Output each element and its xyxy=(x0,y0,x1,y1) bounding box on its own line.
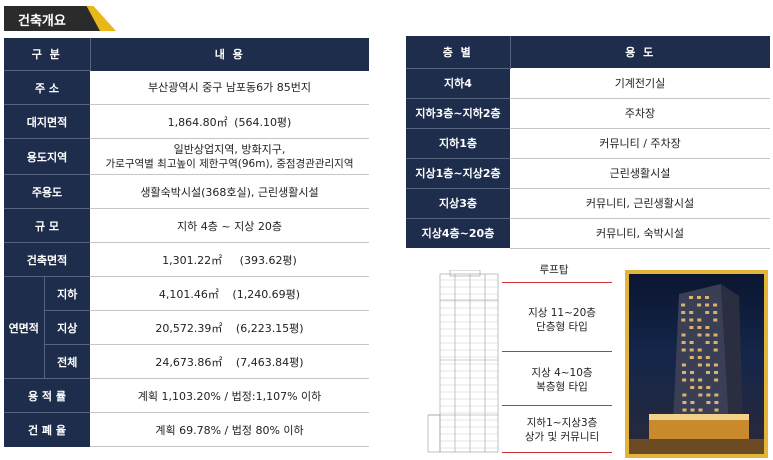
table-row: 건축면적 1,301.22㎡ (393.62평) xyxy=(4,242,370,277)
row-value: 생활숙박시설(368호실), 근린생활시설 xyxy=(90,174,370,209)
callout-zone-middle: 지상 4~10층 복층형 타입 xyxy=(512,366,612,394)
table-row: 전체 24,673.86㎡ (7,463.84평) xyxy=(4,344,370,379)
header-floor: 층 별 xyxy=(406,36,510,68)
value-line-2: 가로구역별 최고높이 제한구역(96m), 중점경관관리지역 xyxy=(105,157,354,170)
gfa-label: 연면적 xyxy=(4,276,44,379)
table-row: 지하4 기계전기실 xyxy=(406,67,770,99)
floor-label: 지하3층~지하2층 xyxy=(406,97,510,128)
row-value: 1,301.22㎡ (393.62평) xyxy=(90,242,370,277)
section-title: 건축개요 xyxy=(18,14,66,29)
row-value: 4,101.46㎡ (1,240.69평) xyxy=(90,276,370,311)
gfa-sub-label: 전체 xyxy=(43,344,91,379)
overview-table: 구 분 내 용 주 소 부산광역시 중구 남포동6가 85번지 대지면적 1,8… xyxy=(4,38,370,447)
overview-header-row: 구 분 내 용 xyxy=(4,38,370,71)
building-elevation-drawing xyxy=(427,270,499,453)
row-label: 용 적 률 xyxy=(4,378,91,413)
callout-rooftop: 루프탑 xyxy=(539,264,569,276)
value-area-sqm: 24,673.86㎡ xyxy=(155,355,223,369)
floor-label: 지상1층~지상2층 xyxy=(406,157,510,188)
gfa-sub-label: 지상 xyxy=(43,310,91,345)
leader-line xyxy=(502,405,612,406)
row-value: 지하 4층 ~ 지상 20층 xyxy=(90,208,370,243)
leader-line xyxy=(502,452,612,453)
header-category: 구 분 xyxy=(4,38,91,71)
building-section-diagram: 루프탑 지상 11~20층 단층형 타입 지상 4~10층 복층형 타입 지하1… xyxy=(412,262,612,457)
floor-label: 지하1층 xyxy=(406,127,510,158)
value-area-pyeong: (6,223.15평) xyxy=(235,321,304,335)
table-row: 용 적 률 계획 1,103.20% / 법정:1,107% 이하 xyxy=(4,378,370,413)
leader-line xyxy=(502,351,612,352)
row-label: 건축면적 xyxy=(4,242,91,277)
floor-use: 기계전기실 xyxy=(510,68,770,99)
row-value: 1,864.80㎡ (564.10평) xyxy=(90,104,370,139)
floor-header-row: 층 별 용 도 xyxy=(406,36,770,68)
floor-use: 커뮤니티, 근린생활시설 xyxy=(510,188,770,219)
row-value: 계획 1,103.20% / 법정:1,107% 이하 xyxy=(90,378,370,413)
floor-label: 지상3층 xyxy=(406,187,510,218)
floor-label: 지하4 xyxy=(406,67,510,98)
callout-zone-lower: 지하1~지상3층 상가 및 커뮤니티 xyxy=(512,416,612,444)
table-row: 지상3층 커뮤니티, 근린생활시설 xyxy=(406,187,770,219)
row-label: 건 폐 율 xyxy=(4,412,91,447)
table-row: 주 소 부산광역시 중구 남포동6가 85번지 xyxy=(4,70,370,105)
table-row: 지상 20,572.39㎡ (6,223.15평) xyxy=(4,310,370,345)
header-content: 내 용 xyxy=(89,38,370,71)
callout-zone-middle-type: 복층형 타입 xyxy=(536,381,588,393)
row-value: 계획 69.78% / 법정 80% 이하 xyxy=(90,412,370,447)
callout-zone-upper-type: 단층형 타입 xyxy=(536,321,588,333)
tower-night-illustration xyxy=(629,284,764,454)
table-row: 지상1층~지상2층 근린생활시설 xyxy=(406,157,770,189)
row-label: 주용도 xyxy=(4,174,91,209)
floor-use: 커뮤니티, 숙박시설 xyxy=(510,218,770,249)
floor-label: 지상4층~20층 xyxy=(406,217,510,248)
floor-use: 근린생활시설 xyxy=(510,158,770,189)
building-rendering-photo xyxy=(625,270,768,458)
table-row: 지하1층 커뮤니티 / 주차장 xyxy=(406,127,770,159)
value-area-sqm: 20,572.39㎡ xyxy=(155,321,223,335)
gfa-sub-label: 지하 xyxy=(43,276,91,311)
value-area-sqm: 1,301.22㎡ xyxy=(162,253,223,267)
table-row: 지하3층~지하2층 주차장 xyxy=(406,97,770,129)
table-row: 지상4층~20층 커뮤니티, 숙박시설 xyxy=(406,217,770,249)
callout-zone-lower-type: 상가 및 커뮤니티 xyxy=(524,431,600,443)
row-value: 부산광역시 중구 남포동6가 85번지 xyxy=(90,70,370,105)
floor-use: 주차장 xyxy=(510,98,770,129)
section-title-tab: 건축개요 xyxy=(4,6,116,31)
value-area-pyeong: (393.62평) xyxy=(239,253,297,267)
tab-background xyxy=(4,6,100,31)
row-value: 24,673.86㎡ (7,463.84평) xyxy=(90,344,370,379)
callout-zone-upper-floors: 지상 11~20층 xyxy=(528,307,596,319)
table-row: 대지면적 1,864.80㎡ (564.10평) xyxy=(4,104,370,139)
callout-zone-lower-floors: 지하1~지상3층 xyxy=(526,417,598,429)
value-area-pyeong: (7,463.84평) xyxy=(235,355,304,369)
floor-use: 커뮤니티 / 주차장 xyxy=(510,128,770,159)
table-row: 용도지역 일반상업지역, 방화지구, 가로구역별 최고높이 제한구역(96m),… xyxy=(4,138,370,175)
value-line-1: 일반상업지역, 방화지구, xyxy=(173,142,286,156)
row-value: 20,572.39㎡ (6,223.15평) xyxy=(90,310,370,345)
leader-line xyxy=(502,282,612,283)
row-label: 대지면적 xyxy=(4,104,91,139)
table-row: 규 모 지하 4층 ~ 지상 20층 xyxy=(4,208,370,243)
value-area-pyeong: (564.10평) xyxy=(234,115,292,129)
row-label: 용도지역 xyxy=(4,138,91,175)
table-row: 주용도 생활숙박시설(368호실), 근린생활시설 xyxy=(4,174,370,209)
row-label: 주 소 xyxy=(4,70,91,105)
value-area-sqm: 4,101.46㎡ xyxy=(158,287,219,301)
callout-zone-upper: 지상 11~20층 단층형 타입 xyxy=(512,306,612,334)
floor-usage-table: 층 별 용 도 지하4 기계전기실 지하3층~지하2층 주차장 지하1층 커뮤니… xyxy=(406,36,770,249)
callout-zone-middle-floors: 지상 4~10층 xyxy=(531,367,593,379)
table-row: 연면적 지하 4,101.46㎡ (1,240.69평) xyxy=(4,276,370,379)
value-area-pyeong: (1,240.69평) xyxy=(232,287,301,301)
table-row: 건 폐 율 계획 69.78% / 법정 80% 이하 xyxy=(4,412,370,447)
row-label: 규 모 xyxy=(4,208,91,243)
value-area-sqm: 1,864.80㎡ xyxy=(167,115,228,129)
row-value: 일반상업지역, 방화지구, 가로구역별 최고높이 제한구역(96m), 중점경관… xyxy=(90,138,370,175)
header-use: 용 도 xyxy=(509,36,770,68)
